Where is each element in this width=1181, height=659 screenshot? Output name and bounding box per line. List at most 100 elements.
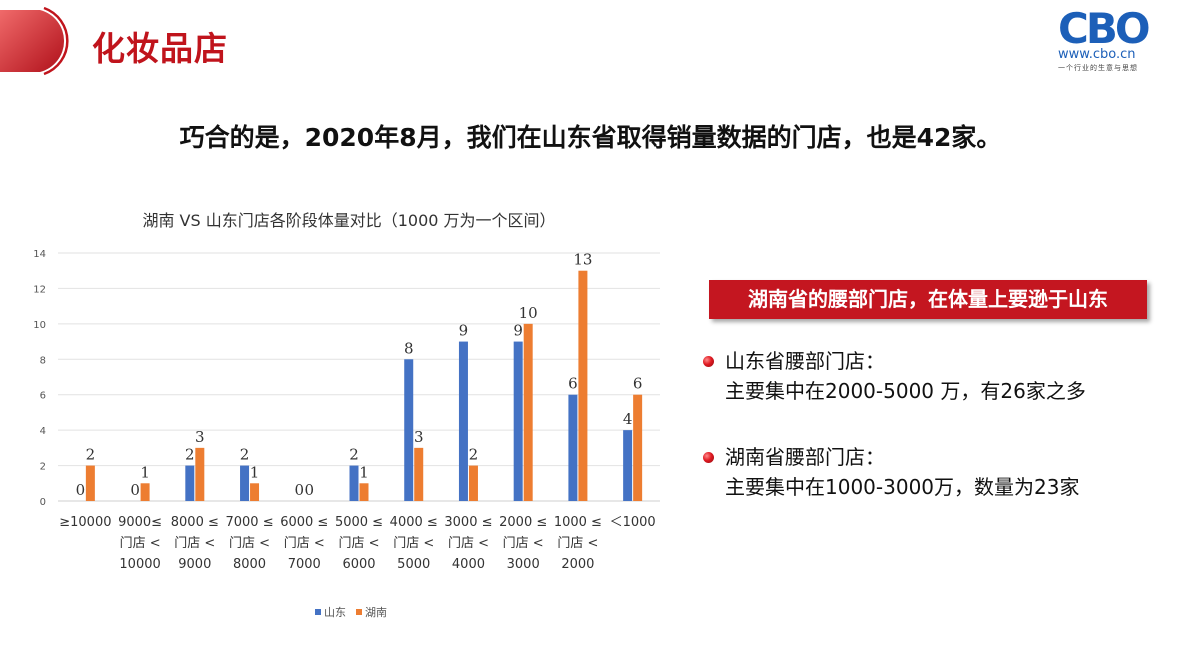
data-label: 0 xyxy=(304,481,314,499)
y-tick-label: 10 xyxy=(33,320,46,331)
x-tick-label: 门店 < xyxy=(174,536,215,551)
bar-shandong xyxy=(185,465,195,501)
x-tick-label: 门店 < xyxy=(284,536,325,551)
bar-shandong xyxy=(513,341,523,501)
bar-hunan xyxy=(468,465,478,501)
x-tick-label: 门店 < xyxy=(557,536,598,551)
x-tick-label: 6000 xyxy=(342,557,375,572)
x-tick-label: 10000 xyxy=(119,557,160,572)
x-tick-label: 8000 xyxy=(233,557,266,572)
bar-hunan xyxy=(85,465,95,501)
data-label: 2 xyxy=(469,446,479,464)
bar-hunan xyxy=(523,323,533,501)
y-tick-label: 6 xyxy=(40,391,46,402)
data-label: 10 xyxy=(519,304,538,322)
data-label: 3 xyxy=(195,428,205,446)
data-label: 9 xyxy=(513,322,523,340)
data-label: 9 xyxy=(459,322,469,340)
bar-shandong xyxy=(568,394,578,501)
logo-tagline: 一个行业的生意与思想 xyxy=(1058,64,1138,72)
x-tick-label: 5000 ≤ xyxy=(335,515,383,530)
bar-hunan xyxy=(250,483,260,501)
bar-chart: 湖南 VS 山东门店各阶段体量对比（1000 万为一个区间） 024681012… xyxy=(33,211,660,619)
logo-mark: CBO xyxy=(1058,4,1151,53)
bullet-dot-icon xyxy=(703,356,714,367)
x-tick-label: 3000 xyxy=(507,557,540,572)
data-label: 8 xyxy=(404,339,414,357)
x-tick-label: 2000 xyxy=(561,557,594,572)
x-tick-label: 门店 < xyxy=(229,536,270,551)
cbo-logo: CBO www.cbo.cn 一个行业的生意与思想 xyxy=(1058,8,1170,73)
data-label: 13 xyxy=(573,251,592,269)
bar-hunan xyxy=(633,394,643,501)
bullet-shandong: 山东省腰部门店： 主要集中在2000-5000 万，有26家之多 xyxy=(703,346,1163,410)
legend-swatch xyxy=(315,609,321,615)
legend-label: 山东 xyxy=(324,606,346,619)
x-tick-label: 9000 xyxy=(178,557,211,572)
y-tick-label: 0 xyxy=(40,497,46,508)
x-tick-label: ＜1000 xyxy=(610,515,656,530)
data-label: 1 xyxy=(359,463,369,481)
chart-bars xyxy=(85,270,643,501)
page-title: 化妆品店 xyxy=(92,29,228,68)
data-label: 1 xyxy=(250,463,260,481)
y-axis-ticks: 0 2 4 6 8 10 12 14 xyxy=(33,249,46,508)
headline: 巧合的是，2020年8月，我们在山东省取得销量数据的门店，也是42家。 xyxy=(179,123,1002,152)
bar-shandong xyxy=(240,465,250,501)
data-label: 6 xyxy=(568,375,578,393)
data-label: 6 xyxy=(633,375,643,393)
bullet-hunan: 湖南省腰部门店： 主要集中在1000-3000万，数量为23家 xyxy=(703,442,1163,506)
bullet-dot-icon xyxy=(703,452,714,463)
bar-shandong xyxy=(623,430,633,501)
y-tick-label: 8 xyxy=(40,355,46,366)
x-tick-label: 7000 xyxy=(288,557,321,572)
bar-hunan xyxy=(195,447,205,501)
x-tick-label: 门店 < xyxy=(393,536,434,551)
x-tick-label: 3000 ≤ xyxy=(444,515,492,530)
y-tick-label: 12 xyxy=(33,284,46,295)
data-label: 2 xyxy=(185,446,195,464)
data-label: 0 xyxy=(130,481,140,499)
x-tick-label: 2000 ≤ xyxy=(499,515,547,530)
logo-url: www.cbo.cn xyxy=(1058,47,1136,62)
bullet-shandong-detail: 主要集中在2000-5000 万，有26家之多 xyxy=(725,379,1086,403)
x-tick-label: 1000 ≤ xyxy=(554,515,602,530)
data-label: 1 xyxy=(140,463,150,481)
x-tick-label: ≥10000 xyxy=(59,515,111,530)
data-label: 2 xyxy=(240,446,250,464)
data-label: 0 xyxy=(76,481,86,499)
bar-hunan xyxy=(140,483,150,501)
bullet-hunan-detail: 主要集中在1000-3000万，数量为23家 xyxy=(725,475,1080,499)
chart-legend: 山东 湖南 xyxy=(315,606,387,619)
x-tick-label: 门店 < xyxy=(338,536,379,551)
x-tick-label: 门店 < xyxy=(448,536,489,551)
x-tick-label: 门店 < xyxy=(503,536,544,551)
x-tick-label: 8000 ≤ xyxy=(171,515,219,530)
x-tick-label: 4000 xyxy=(452,557,485,572)
data-label: 2 xyxy=(86,446,96,464)
bar-shandong xyxy=(349,465,359,501)
bar-hunan xyxy=(414,447,424,501)
bullet-shandong-heading: 山东省腰部门店： xyxy=(725,349,885,373)
x-tick-label: 9000≤ xyxy=(118,515,162,530)
x-tick-label: 门店 < xyxy=(120,536,161,551)
y-tick-label: 4 xyxy=(40,426,46,437)
chart-title: 湖南 VS 山东门店各阶段体量对比（1000 万为一个区间） xyxy=(142,211,555,230)
y-tick-label: 2 xyxy=(40,462,46,473)
data-label: 0 xyxy=(294,481,304,499)
bar-hunan xyxy=(578,270,588,501)
x-tick-label: 7000 ≤ xyxy=(225,515,273,530)
data-label: 4 xyxy=(623,410,633,428)
bullet-hunan-heading: 湖南省腰部门店： xyxy=(725,445,885,469)
legend-label: 湖南 xyxy=(365,606,387,619)
legend-swatch xyxy=(356,609,362,615)
bar-shandong xyxy=(404,359,414,501)
bar-shandong xyxy=(458,341,468,501)
x-tick-label: 4000 ≤ xyxy=(390,515,438,530)
data-label: 3 xyxy=(414,428,424,446)
x-tick-label: 6000 ≤ xyxy=(280,515,328,530)
y-tick-label: 14 xyxy=(33,249,46,260)
data-label: 2 xyxy=(349,446,359,464)
callout-banner: 湖南省的腰部门店，在体量上要逊于山东 xyxy=(709,280,1147,319)
